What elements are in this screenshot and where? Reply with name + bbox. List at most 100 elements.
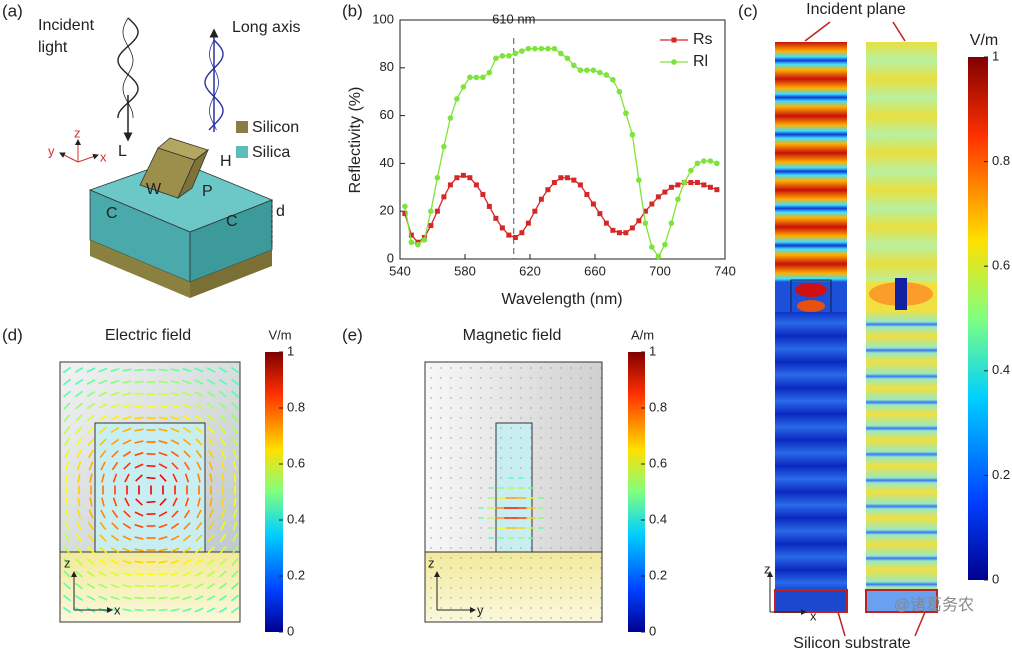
plot-frame [399, 19, 726, 260]
dot [570, 397, 572, 399]
arrow [182, 559, 192, 565]
dot [470, 547, 472, 549]
arrow [195, 449, 203, 459]
dot [500, 597, 502, 599]
colorbar-unit: V/m [970, 32, 998, 49]
arrow [62, 378, 72, 386]
dot [570, 407, 572, 409]
arrow [65, 473, 69, 483]
arrow [171, 462, 179, 470]
dot [590, 427, 592, 429]
arrow [86, 582, 96, 590]
arrow [207, 533, 215, 543]
dot [440, 517, 442, 519]
dot [480, 607, 482, 609]
marker [545, 45, 551, 52]
dot [570, 367, 572, 369]
label: Long axis [232, 19, 301, 36]
x-tick-label: 660 [584, 263, 606, 278]
dot [600, 367, 602, 369]
dot [580, 367, 582, 369]
arrow [110, 534, 120, 542]
legend-swatch [236, 146, 248, 158]
dot [600, 387, 602, 389]
marker [493, 215, 499, 221]
arrow [98, 391, 108, 397]
marker [590, 67, 597, 73]
dot [530, 387, 532, 389]
dot [590, 377, 592, 379]
dot [510, 567, 512, 569]
dot [560, 547, 562, 549]
arrow [76, 509, 82, 519]
dot [490, 457, 492, 459]
marker [675, 196, 681, 203]
dot [520, 387, 522, 389]
arrow [219, 402, 227, 410]
arrow [100, 509, 106, 519]
dot [560, 467, 562, 469]
dot [450, 567, 452, 569]
arrow [158, 392, 168, 396]
dot [470, 587, 472, 589]
dot [480, 447, 482, 449]
arrow [87, 414, 95, 422]
arrow [170, 571, 180, 577]
arrow [208, 449, 214, 459]
dot [440, 457, 442, 459]
marker [480, 74, 486, 81]
marker [694, 180, 700, 186]
marker [545, 187, 551, 193]
dot [480, 397, 482, 399]
arrow [158, 548, 168, 552]
dot [560, 387, 562, 389]
dot [480, 467, 482, 469]
arrow [110, 379, 120, 385]
dot [470, 447, 472, 449]
dot [450, 417, 452, 419]
dot [520, 367, 522, 369]
arrow [111, 509, 119, 519]
dot [530, 567, 532, 569]
dot [430, 447, 432, 449]
dot [450, 457, 452, 459]
dot [480, 547, 482, 549]
dot [450, 597, 452, 599]
colorbar-tick-label: 1 [287, 343, 294, 358]
dot [510, 377, 512, 379]
dot [570, 507, 572, 509]
dot [570, 437, 572, 439]
dot [480, 527, 482, 529]
arrow [182, 438, 192, 446]
dot [580, 387, 582, 389]
arrow [134, 548, 144, 552]
arrow [86, 390, 96, 398]
dot [480, 437, 482, 439]
dot [590, 597, 592, 599]
arrow [231, 414, 239, 422]
arrow [220, 449, 226, 459]
dot [460, 437, 462, 439]
arrow [170, 380, 180, 384]
dot [590, 367, 592, 369]
dot [560, 597, 562, 599]
arrow [196, 509, 202, 519]
dot [430, 567, 432, 569]
x-tick-label: 580 [454, 263, 476, 278]
dot [470, 457, 472, 459]
arrow [62, 366, 72, 374]
arrow [158, 404, 168, 408]
dot [500, 467, 502, 469]
arrow [208, 521, 214, 531]
arrow [122, 415, 132, 421]
dot [580, 587, 582, 589]
dot [500, 557, 502, 559]
dot [600, 417, 602, 419]
dot [440, 397, 442, 399]
dot [550, 387, 552, 389]
dot [510, 367, 512, 369]
marker [506, 53, 512, 59]
arrow [170, 427, 180, 433]
arrow [87, 558, 95, 566]
dot [500, 617, 502, 619]
